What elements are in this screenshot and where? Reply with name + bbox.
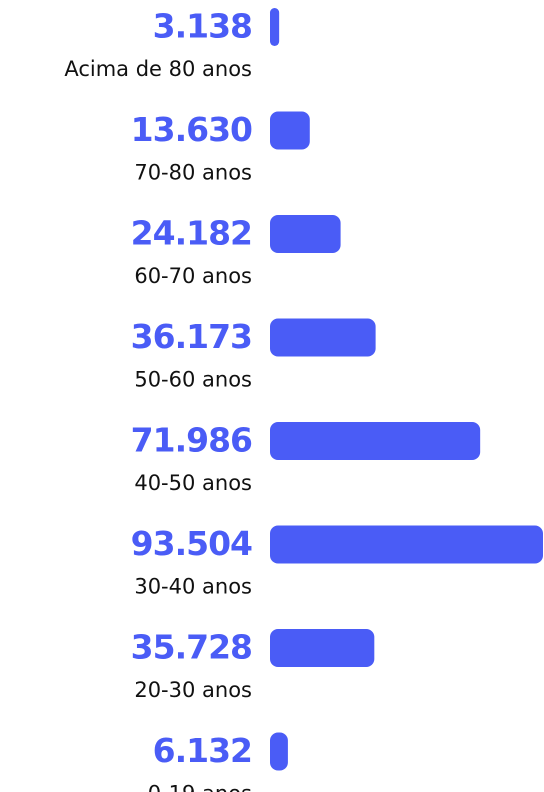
category-label: 30-40 anos bbox=[134, 575, 252, 599]
bar bbox=[270, 732, 288, 771]
category-label: 50-60 anos bbox=[134, 368, 252, 392]
category-label: 40-50 anos bbox=[134, 471, 252, 495]
bar bbox=[270, 318, 376, 357]
category-label: 60-70 anos bbox=[134, 264, 252, 288]
bar bbox=[270, 525, 543, 564]
category-label: 20-30 anos bbox=[134, 678, 252, 702]
value-label: 6.132 bbox=[153, 731, 252, 770]
value-label: 36.173 bbox=[131, 317, 252, 356]
category-label: 0-19 anos bbox=[148, 782, 252, 792]
value-label: 35.728 bbox=[131, 628, 252, 667]
value-label: 24.182 bbox=[131, 214, 252, 253]
category-label: 70-80 anos bbox=[134, 161, 252, 185]
bar bbox=[270, 629, 375, 667]
value-label: 93.504 bbox=[131, 524, 252, 563]
bar bbox=[270, 111, 310, 150]
bar bbox=[270, 215, 341, 253]
bar bbox=[270, 8, 280, 46]
category-label: Acima de 80 anos bbox=[64, 57, 252, 81]
value-label: 13.630 bbox=[131, 110, 252, 149]
value-label: 71.986 bbox=[131, 421, 252, 460]
bar bbox=[270, 422, 481, 460]
value-label: 3.138 bbox=[153, 7, 252, 46]
